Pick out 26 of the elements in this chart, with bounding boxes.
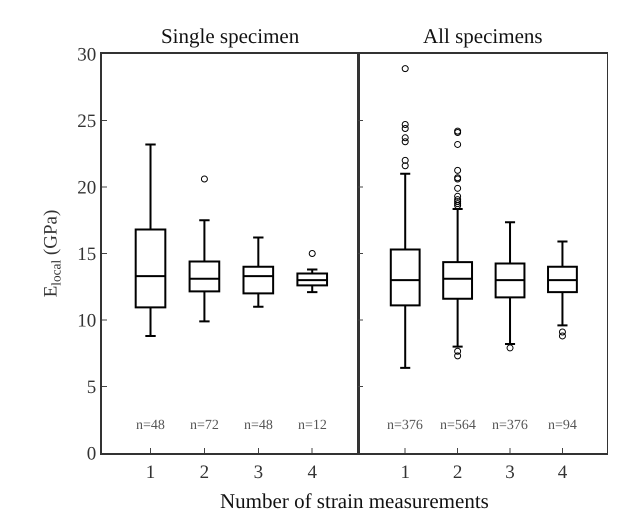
x-tick-label: 1 <box>146 462 156 483</box>
y-tick-label: 5 <box>86 377 96 398</box>
annotation: n=48 <box>136 418 165 433</box>
y-tick-label: 10 <box>77 310 96 332</box>
y-tick-label: 20 <box>77 178 96 199</box>
y-tick-label: 0 <box>86 444 96 465</box>
annotation: n=12 <box>298 418 327 433</box>
annotation: n=48 <box>244 418 273 433</box>
x-tick-label: 3 <box>505 462 515 483</box>
annotation: n=564 <box>440 418 476 433</box>
annotation: n=376 <box>387 418 423 433</box>
x-tick-label: 2 <box>200 462 210 483</box>
chart-title: All specimens <box>423 24 543 48</box>
annotation: n=376 <box>492 418 528 433</box>
x-axis-title: Number of strain measurements <box>220 489 489 513</box>
chart-title: Single specimen <box>161 24 300 48</box>
x-tick-label: 3 <box>254 462 264 483</box>
x-tick-label: 4 <box>558 462 568 483</box>
y-tick-label: 25 <box>77 111 96 132</box>
y-tick-label: 15 <box>77 244 96 266</box>
x-tick-label: 2 <box>452 462 462 483</box>
annotation: n=94 <box>548 418 577 433</box>
annotation: n=72 <box>190 418 219 433</box>
x-tick-label: 4 <box>307 462 318 483</box>
x-tick-label: 1 <box>400 462 410 483</box>
y-tick-label: 30 <box>77 44 96 66</box>
